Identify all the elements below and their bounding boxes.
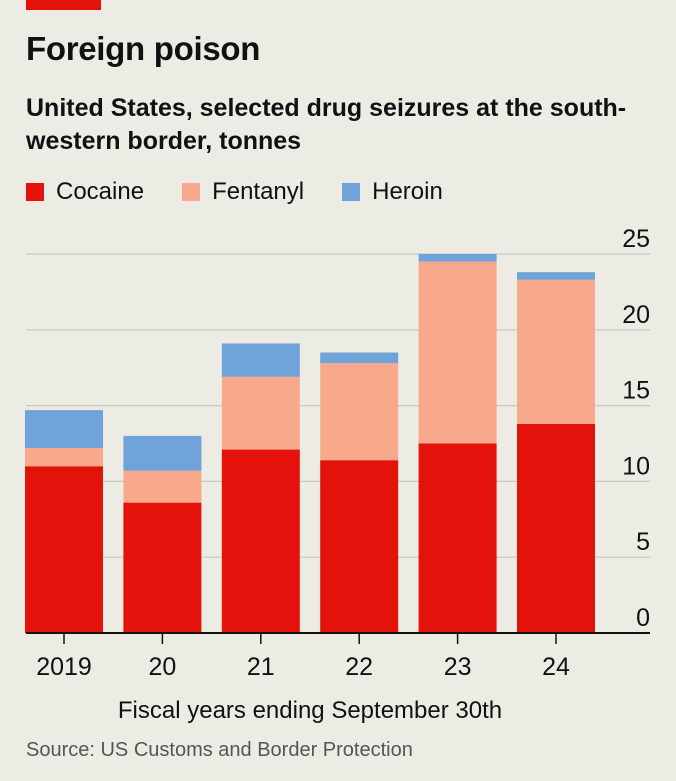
legend-item-heroin: Heroin <box>342 178 443 206</box>
bar-heroin-20 <box>123 435 202 471</box>
y-tick-label-0: 0 <box>636 604 650 632</box>
y-tick-label-20: 20 <box>622 301 650 329</box>
x-tick-label-20: 20 <box>148 653 176 681</box>
bar-fentanyl-2019 <box>25 448 103 467</box>
bar-cocaine-21 <box>221 449 300 633</box>
y-tick-label-25: 25 <box>622 225 650 253</box>
source-note: Source: US Customs and Border Protection <box>26 739 413 761</box>
bar-cocaine-2019 <box>25 466 103 633</box>
bar-cocaine-24 <box>517 423 595 633</box>
bar-cocaine-23 <box>418 443 497 633</box>
bar-fentanyl-24 <box>517 279 595 424</box>
legend-swatch-heroin <box>342 183 361 201</box>
bar-fentanyl-23 <box>418 261 497 444</box>
legend-label-heroin: Heroin <box>372 178 443 205</box>
chart-subtitle: United States, selected drug seizures at… <box>26 94 627 155</box>
chart-title: Foreign poison <box>26 30 261 67</box>
bar-cocaine-20 <box>123 502 202 633</box>
legend-swatch-fentanyl <box>182 183 201 201</box>
bar-heroin-24 <box>517 272 595 280</box>
legend-item-cocaine: Cocaine <box>26 178 144 206</box>
x-tick-label-22: 22 <box>345 653 373 681</box>
bar-heroin-2019 <box>25 410 103 449</box>
legend-label-fentanyl: Fentanyl <box>212 178 305 205</box>
bar-fentanyl-21 <box>221 376 300 450</box>
legend-swatch-cocaine <box>26 183 44 201</box>
x-tick-label-2019: 2019 <box>36 653 92 681</box>
y-tick-label-5: 5 <box>636 528 650 556</box>
bar-fentanyl-20 <box>123 470 202 503</box>
x-tick-label-23: 23 <box>444 653 472 681</box>
bar-heroin-22 <box>320 352 399 364</box>
bar-heroin-21 <box>221 343 300 377</box>
chart-legend: Cocaine Fentanyl Heroin <box>26 178 481 206</box>
x-tick-label-24: 24 <box>542 653 570 681</box>
red-tag-bar <box>26 0 101 10</box>
y-tick-label-10: 10 <box>622 452 650 480</box>
x-tick-label-21: 21 <box>247 653 275 681</box>
legend-item-fentanyl: Fentanyl <box>182 178 304 206</box>
bar-cocaine-22 <box>320 460 399 633</box>
x-axis-title: Fiscal years ending September 30th <box>118 697 502 724</box>
bar-heroin-23 <box>418 254 497 262</box>
bar-fentanyl-22 <box>320 363 399 461</box>
y-tick-label-15: 15 <box>622 377 650 405</box>
legend-label-cocaine: Cocaine <box>56 178 145 205</box>
